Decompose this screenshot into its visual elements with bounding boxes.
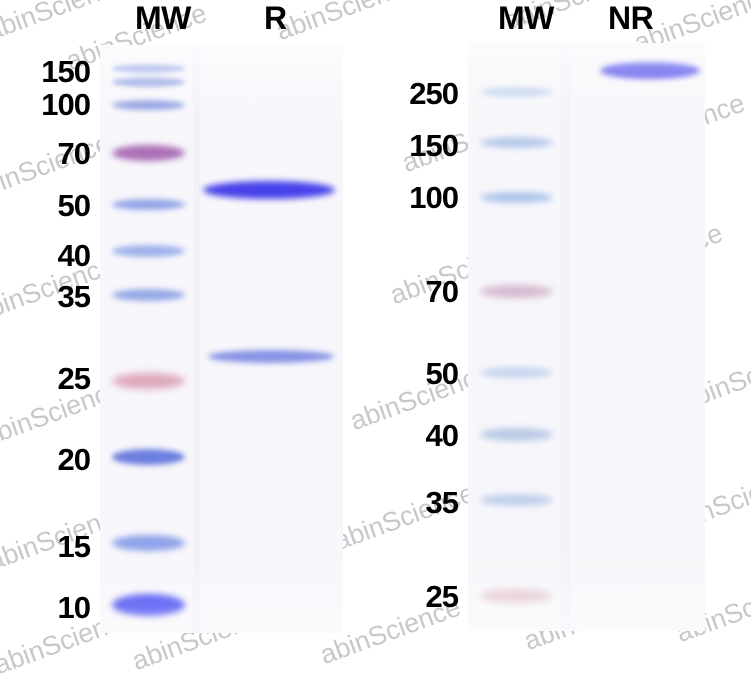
ladder-band-50 [480,367,553,378]
mw-label-150: 150 [41,54,91,89]
sample-band-light-chain-26kDa [208,350,334,363]
ladder-band-20 [112,449,185,465]
sample-band-intact-igg-150kDa [600,62,700,79]
ladder-band-70 [480,285,553,298]
lane-sample-lane-nr [570,43,705,631]
ladder-band-10 [112,594,185,616]
mw-label-50: 50 [425,356,459,391]
mw-label-40: 40 [57,238,91,273]
mw-lane-header: MW [135,0,191,36]
ladder-band-15 [112,535,185,551]
lane-sample-lane-r [200,45,343,633]
mw-label-35: 35 [425,485,459,520]
ladder-band-25 [112,373,185,389]
mw-label-100: 100 [409,180,459,215]
mw-label-40: 40 [425,418,459,453]
sample-band-heavy-chain-50kDa [203,181,335,199]
ladder-band-70 [112,145,185,161]
mw-lane-header: MW [498,0,554,36]
watermark-text: abinScience [0,0,131,47]
ladder-band-40 [112,245,185,257]
mw-label-15: 15 [57,529,91,564]
ladder-band-250 [480,87,553,97]
gel-panel-gel-reduced [100,45,343,633]
watermark-text: abinScience [272,0,421,47]
mw-label-70: 70 [57,136,91,171]
ladder-band-100 [480,192,553,203]
mw-label-25: 25 [57,361,91,396]
ladder-band-150b [112,77,185,87]
sample-lane-header: NR [608,0,654,36]
ladder-band-150 [480,137,553,148]
gel-panel-gel-non-reduced [468,43,705,631]
ladder-band-35 [480,494,553,506]
mw-label-50: 50 [57,188,91,223]
mw-label-35: 35 [57,279,91,314]
ladder-band-25 [480,589,553,603]
ladder-band-150 [112,64,185,73]
mw-label-100: 100 [41,87,91,122]
mw-label-250: 250 [409,76,459,111]
mw-label-25: 25 [425,579,459,614]
ladder-band-100 [112,100,185,110]
ladder-band-40 [480,428,553,441]
mw-label-20: 20 [57,442,91,477]
mw-label-70: 70 [425,274,459,309]
sample-lane-header: R [264,0,287,36]
mw-label-150: 150 [409,128,459,163]
mw-label-10: 10 [57,590,91,625]
lane-mw-lane [468,43,561,631]
ladder-band-50 [112,199,185,210]
ladder-band-35 [112,289,185,301]
